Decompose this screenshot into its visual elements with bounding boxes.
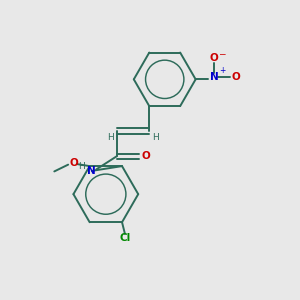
Text: N: N <box>88 166 96 176</box>
Text: Cl: Cl <box>119 233 130 243</box>
Text: O: O <box>232 72 240 82</box>
Text: O: O <box>69 158 78 168</box>
Text: O: O <box>141 151 150 161</box>
Text: H: H <box>152 133 159 142</box>
Text: −: − <box>218 49 225 58</box>
Text: H: H <box>107 133 114 142</box>
Text: O: O <box>209 53 218 63</box>
Text: +: + <box>219 66 225 75</box>
Text: N: N <box>209 72 218 82</box>
Text: H: H <box>78 162 85 171</box>
